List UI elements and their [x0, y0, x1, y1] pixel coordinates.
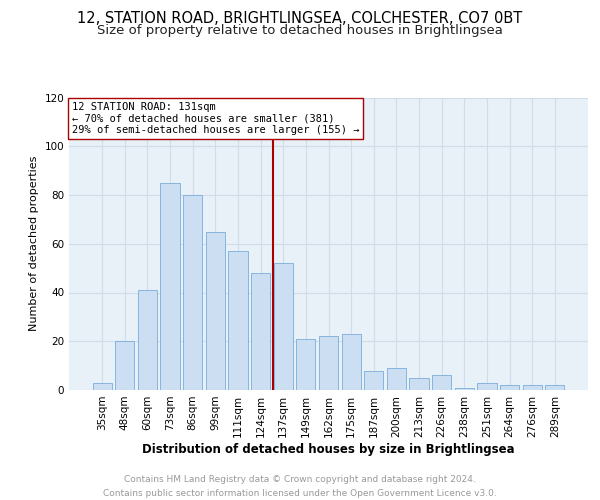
Bar — [274, 263, 293, 390]
Bar — [183, 195, 202, 390]
Text: 12 STATION ROAD: 131sqm
← 70% of detached houses are smaller (381)
29% of semi-d: 12 STATION ROAD: 131sqm ← 70% of detache… — [71, 102, 359, 135]
Bar — [160, 183, 180, 390]
Bar — [138, 290, 157, 390]
Bar — [523, 385, 542, 390]
Bar — [409, 378, 428, 390]
Bar — [545, 385, 565, 390]
Bar — [296, 339, 316, 390]
Bar — [477, 382, 497, 390]
Text: Size of property relative to detached houses in Brightlingsea: Size of property relative to detached ho… — [97, 24, 503, 37]
Bar — [251, 273, 270, 390]
Bar — [387, 368, 406, 390]
X-axis label: Distribution of detached houses by size in Brightlingsea: Distribution of detached houses by size … — [142, 442, 515, 456]
Bar — [229, 251, 248, 390]
Bar — [455, 388, 474, 390]
Bar — [206, 232, 225, 390]
Bar — [432, 376, 451, 390]
Bar — [319, 336, 338, 390]
Bar — [364, 370, 383, 390]
Bar — [92, 382, 112, 390]
Text: Contains HM Land Registry data © Crown copyright and database right 2024.
Contai: Contains HM Land Registry data © Crown c… — [103, 476, 497, 498]
Bar — [500, 385, 519, 390]
Bar — [341, 334, 361, 390]
Bar — [115, 341, 134, 390]
Y-axis label: Number of detached properties: Number of detached properties — [29, 156, 39, 332]
Text: 12, STATION ROAD, BRIGHTLINGSEA, COLCHESTER, CO7 0BT: 12, STATION ROAD, BRIGHTLINGSEA, COLCHES… — [77, 11, 523, 26]
